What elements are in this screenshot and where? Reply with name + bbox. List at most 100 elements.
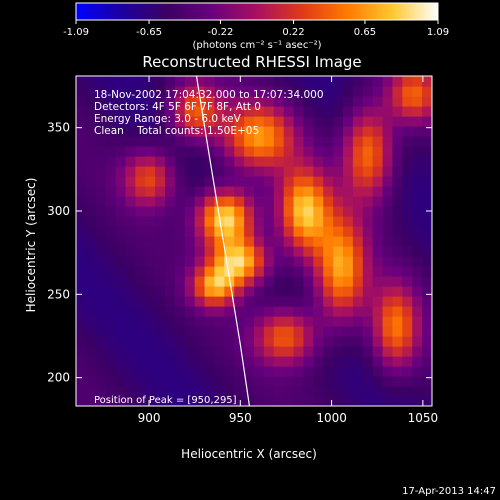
heatmap-cell [412, 376, 423, 387]
heatmap-cell [155, 176, 166, 187]
heatmap-cell [263, 136, 275, 147]
heatmap-cell [382, 236, 394, 247]
heatmap-cell [352, 106, 364, 117]
heatmap-cell [412, 176, 423, 187]
heatmap-cell [293, 266, 305, 277]
heatmap-cell [194, 266, 206, 277]
heatmap-cell [224, 116, 235, 127]
heatmap-cell [155, 266, 166, 277]
heatmap-cell [224, 176, 235, 187]
heatmap-cell [135, 236, 146, 247]
heatmap-cell [125, 336, 136, 347]
heatmap-cell [234, 346, 245, 357]
heatmap-cell [234, 176, 245, 187]
heatmap-cell [273, 96, 285, 107]
heatmap-cell [145, 156, 156, 167]
heatmap-cell [184, 356, 196, 367]
heatmap-cell [174, 296, 186, 307]
heatmap-cell [343, 126, 354, 137]
heatmap-cell [194, 376, 206, 387]
heatmap-cell [422, 226, 432, 237]
heatmap-cell [125, 186, 136, 197]
heatmap-cell [145, 376, 156, 387]
heatmap-cell [145, 186, 156, 197]
heatmap-cell [343, 226, 354, 237]
heatmap-cell [204, 266, 216, 277]
heatmap-cell [313, 86, 324, 97]
heatmap-cell [402, 326, 413, 337]
heatmap-cell [95, 336, 107, 347]
heatmap-cell [254, 316, 265, 327]
heatmap-cell [343, 356, 354, 367]
heatmap-cell [214, 196, 225, 207]
heatmap-cell [293, 206, 305, 217]
heatmap-cell [333, 76, 344, 87]
heatmap-cell [244, 116, 255, 127]
heatmap-cell [224, 186, 235, 197]
heatmap-cell [343, 346, 354, 357]
heatmap-cell [303, 266, 314, 277]
heatmap-cell [155, 76, 166, 87]
heatmap-cell [105, 226, 117, 237]
heatmap-cell [273, 296, 285, 307]
heatmap-cell [273, 106, 285, 117]
heatmap-cell [273, 216, 285, 227]
heatmap-cell [155, 156, 166, 167]
heatmap-cell [263, 306, 275, 317]
heatmap-cell [95, 326, 107, 337]
heatmap-cell [174, 396, 186, 406]
heatmap-cell [382, 196, 394, 207]
heatmap-cell [392, 166, 403, 177]
heatmap-cell [333, 306, 344, 317]
heatmap-cell [372, 156, 384, 167]
heatmap-cell [254, 156, 265, 167]
heatmap-cell [263, 396, 275, 406]
x-axis-label: Heliocentric X (arcsec) [181, 447, 317, 461]
heatmap-cell [343, 186, 354, 197]
heatmap-cell [76, 186, 87, 197]
heatmap-cell [76, 76, 87, 87]
heatmap-cell [115, 276, 127, 287]
heatmap-cell [204, 106, 216, 117]
heatmap-cell [382, 226, 394, 237]
heatmap-cell [412, 346, 423, 357]
heatmap-cell [352, 186, 364, 197]
heatmap-cell [184, 76, 196, 87]
heatmap-cell [95, 316, 107, 327]
heatmap-cell [273, 266, 285, 277]
heatmap-cell [165, 326, 176, 337]
heatmap-cell [303, 286, 314, 297]
heatmap-cell [95, 256, 107, 267]
heatmap-cell [263, 236, 275, 247]
heatmap-cell [184, 286, 196, 297]
heatmap-cell [352, 286, 364, 297]
heatmap-cell [372, 316, 384, 327]
heatmap-cell [244, 126, 255, 137]
heatmap-cell [343, 106, 354, 117]
heatmap-cell [333, 116, 344, 127]
heatmap-cell [333, 136, 344, 147]
heatmap-cell [402, 236, 413, 247]
heatmap-cell [372, 256, 384, 267]
heatmap-cell [155, 166, 166, 177]
heatmap-cell [362, 286, 374, 297]
heatmap-cell [254, 186, 265, 197]
heatmap-cell [402, 76, 413, 87]
heatmap-cell [402, 106, 413, 117]
heatmap-cell [362, 146, 374, 157]
heatmap-cell [105, 296, 117, 307]
heatmap-cell [115, 176, 127, 187]
heatmap-cell [184, 146, 196, 157]
y-axis-label: Heliocentric Y (arcsec) [24, 178, 38, 313]
heatmap-cell [263, 366, 275, 377]
heatmap-cell [333, 266, 344, 277]
heatmap-cell [372, 166, 384, 177]
heatmap-cell [412, 286, 423, 297]
heatmap-cell [412, 186, 423, 197]
colorbar-tick-label: 1.09 [427, 27, 449, 38]
heatmap-cell [372, 196, 384, 207]
heatmap-cell [135, 166, 146, 177]
heatmap-cell [303, 276, 314, 287]
heatmap-cell [283, 396, 295, 406]
heatmap-cell [95, 206, 107, 217]
